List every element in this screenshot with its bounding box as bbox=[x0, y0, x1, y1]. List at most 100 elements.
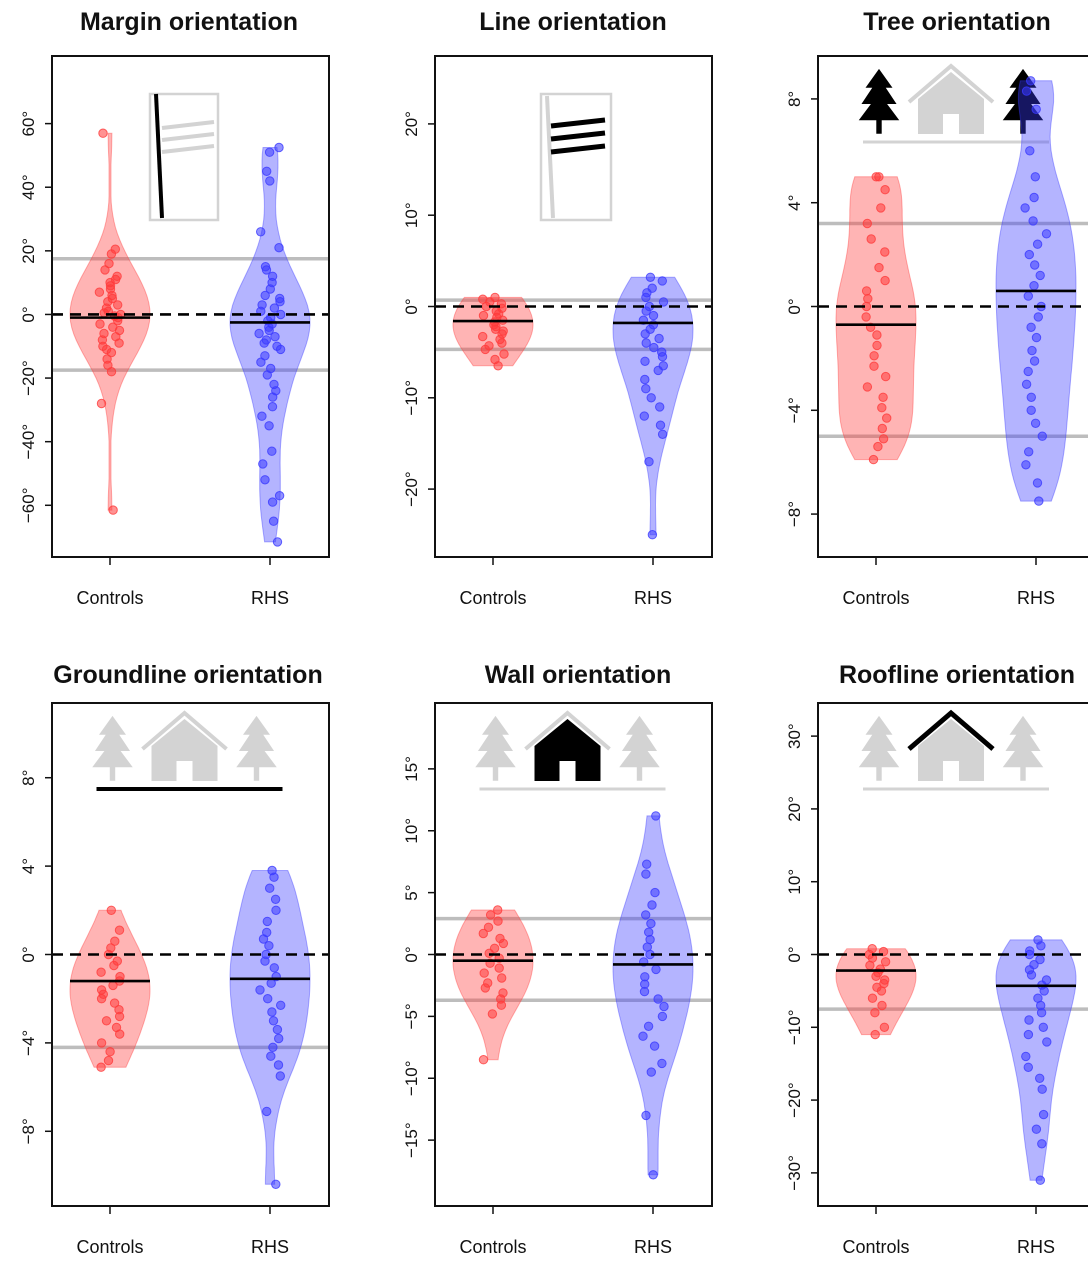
y-tick-label: −20° bbox=[785, 1082, 804, 1118]
tree-right-icon bbox=[619, 715, 660, 781]
house-body bbox=[918, 719, 984, 781]
data-point bbox=[1026, 76, 1036, 86]
panel-title: Wall orientation bbox=[485, 661, 672, 689]
data-point bbox=[877, 423, 887, 434]
data-point bbox=[872, 330, 882, 340]
data-point bbox=[106, 249, 117, 259]
data-point bbox=[1032, 478, 1043, 488]
x-tick-label: RHS bbox=[1017, 1237, 1055, 1256]
x-tick-label: Controls bbox=[76, 1237, 143, 1256]
data-point bbox=[1031, 104, 1041, 115]
data-point bbox=[256, 357, 266, 367]
data-point bbox=[646, 1067, 656, 1077]
y-tick-label: −30° bbox=[785, 1155, 804, 1191]
data-point bbox=[478, 310, 489, 321]
margin-line bbox=[545, 95, 555, 219]
y-tick-label: 0° bbox=[19, 946, 38, 962]
house-door bbox=[943, 114, 959, 134]
series-rhs bbox=[612, 272, 694, 540]
y-tick-label: 30° bbox=[785, 723, 804, 749]
text-line-0 bbox=[550, 117, 606, 129]
data-point bbox=[643, 1021, 654, 1032]
data-point bbox=[106, 905, 117, 915]
y-tick-label: −10° bbox=[402, 1060, 421, 1096]
data-point bbox=[653, 994, 663, 1004]
data-point bbox=[493, 905, 503, 915]
data-point bbox=[1023, 1029, 1034, 1040]
data-point bbox=[645, 272, 656, 282]
y-tick-label: −4° bbox=[19, 1030, 38, 1056]
data-point bbox=[861, 312, 871, 322]
series-rhs bbox=[612, 811, 694, 1180]
data-point bbox=[862, 382, 873, 392]
data-point bbox=[1033, 312, 1044, 322]
data-point bbox=[880, 185, 890, 195]
data-point bbox=[1026, 970, 1037, 980]
plot-frame bbox=[434, 55, 713, 558]
series-rhs bbox=[995, 935, 1077, 1185]
tree-right-icon bbox=[236, 715, 277, 781]
roof-line bbox=[141, 710, 228, 751]
data-point bbox=[863, 294, 873, 304]
data-point bbox=[1021, 460, 1031, 470]
data-point bbox=[275, 1071, 285, 1081]
data-point bbox=[264, 941, 274, 951]
series-rhs bbox=[229, 142, 311, 547]
data-point bbox=[867, 993, 878, 1003]
data-point bbox=[638, 1031, 648, 1041]
data-point bbox=[267, 446, 277, 456]
data-point bbox=[274, 243, 284, 253]
y-tick-label: −60° bbox=[19, 487, 38, 523]
data-point bbox=[262, 1106, 272, 1117]
data-point bbox=[1026, 392, 1037, 402]
panel-groundline-orientation: Groundline orientation −8° −4° 0° 4° 8° Contro… bbox=[19, 661, 330, 1257]
y-tick-label: 10° bbox=[402, 202, 421, 228]
y-tick-label: 20° bbox=[785, 796, 804, 822]
data-point bbox=[265, 176, 275, 186]
data-point bbox=[258, 934, 269, 944]
data-point bbox=[1023, 1062, 1034, 1073]
y-tick-label: 0° bbox=[402, 946, 421, 962]
data-point bbox=[270, 894, 281, 904]
data-point bbox=[95, 319, 105, 329]
data-point bbox=[653, 365, 663, 376]
panel-roofline-orientation: Roofline orientation −30° −20° −10° 0° 10° 20°… bbox=[785, 661, 1088, 1257]
data-point bbox=[642, 859, 652, 869]
data-point bbox=[497, 338, 507, 348]
text-line-1 bbox=[161, 132, 215, 142]
data-point bbox=[260, 290, 270, 301]
y-tick-label: 20° bbox=[402, 111, 421, 137]
series-controls bbox=[835, 944, 917, 1040]
y-tick-label: −8° bbox=[19, 1118, 38, 1144]
roof-line bbox=[907, 63, 995, 104]
data-point bbox=[655, 420, 666, 430]
data-point bbox=[882, 413, 892, 423]
data-point bbox=[267, 497, 278, 507]
house-door bbox=[176, 761, 193, 781]
data-point bbox=[639, 411, 649, 421]
data-point bbox=[880, 957, 891, 967]
data-point bbox=[257, 411, 267, 421]
data-point bbox=[641, 338, 651, 348]
data-point bbox=[657, 1011, 668, 1022]
tree-right-icon-shape bbox=[619, 715, 660, 781]
data-point bbox=[650, 887, 660, 898]
data-point bbox=[1035, 1175, 1046, 1185]
data-point bbox=[1021, 1051, 1031, 1062]
tree-left-icon-shape bbox=[858, 715, 900, 781]
house-door bbox=[559, 761, 576, 781]
data-point bbox=[265, 284, 275, 294]
data-point bbox=[96, 1062, 106, 1072]
panel-line-orientation: Line orientation −20° −10° 0° 10° 20° Controls… bbox=[402, 8, 713, 608]
data-point bbox=[493, 916, 503, 926]
data-point bbox=[648, 310, 659, 321]
data-point bbox=[1030, 260, 1040, 270]
data-point bbox=[641, 910, 651, 920]
y-tick-label: 0° bbox=[19, 306, 38, 322]
data-point bbox=[641, 306, 651, 316]
house-body bbox=[918, 72, 984, 134]
data-point bbox=[276, 1000, 286, 1010]
data-point bbox=[641, 292, 651, 303]
y-tick-label: −10° bbox=[402, 380, 421, 416]
data-point bbox=[649, 342, 659, 353]
